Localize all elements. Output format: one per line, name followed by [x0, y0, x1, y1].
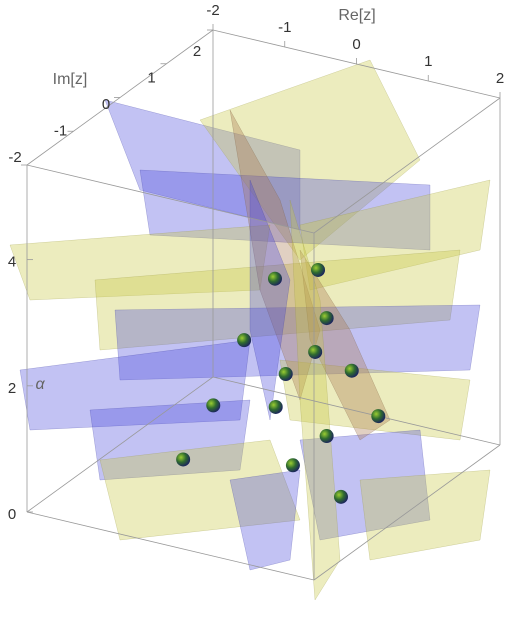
point [319, 311, 334, 326]
x-tick-label: -2 [206, 2, 219, 19]
point [371, 409, 386, 424]
x-axis-label: Re[z] [338, 7, 375, 24]
surface [299, 249, 391, 441]
y-axis-label: Im[z] [53, 71, 88, 88]
surface [94, 249, 461, 351]
y-tick-label: -1 [54, 122, 67, 139]
x-tick-label: 1 [424, 53, 432, 70]
point [319, 429, 334, 444]
point [285, 458, 300, 473]
box-edge [212, 376, 501, 446]
y-tick-label: 0 [102, 96, 110, 113]
surface [89, 399, 251, 481]
z-tick-label: 4 [8, 254, 16, 271]
surface [139, 169, 431, 251]
point [206, 398, 221, 413]
surfaces [9, 59, 491, 601]
x-tick-label: -1 [278, 19, 291, 36]
surface [289, 199, 341, 601]
point [333, 489, 348, 504]
surface [279, 359, 471, 441]
point [267, 271, 282, 286]
y-tick-label: -2 [8, 149, 21, 166]
point [278, 366, 293, 381]
z-tick-label: 2 [8, 380, 16, 397]
point [237, 333, 252, 348]
surface [249, 179, 291, 421]
box-edge [26, 376, 214, 513]
surface [229, 109, 321, 401]
point [176, 452, 191, 467]
point [311, 262, 326, 277]
surface [9, 224, 271, 301]
point [344, 363, 359, 378]
box-edge [26, 164, 315, 234]
surface [114, 304, 481, 381]
z-axis-label: α [35, 376, 45, 393]
surface [99, 439, 301, 541]
x-tick-label: 2 [496, 70, 504, 87]
surface [199, 59, 421, 261]
y-tick-label: 2 [193, 43, 201, 60]
box-edge [313, 97, 501, 234]
x-tick-label: 0 [352, 36, 360, 53]
surface [229, 469, 301, 571]
point [268, 399, 283, 414]
surface [299, 179, 491, 291]
box-edge [26, 511, 315, 581]
surface [299, 429, 431, 541]
z-tick-label: 0 [8, 506, 16, 523]
surface [359, 469, 491, 561]
y-tick-label: 1 [147, 69, 155, 86]
point [308, 344, 323, 359]
box-edge [313, 444, 501, 581]
